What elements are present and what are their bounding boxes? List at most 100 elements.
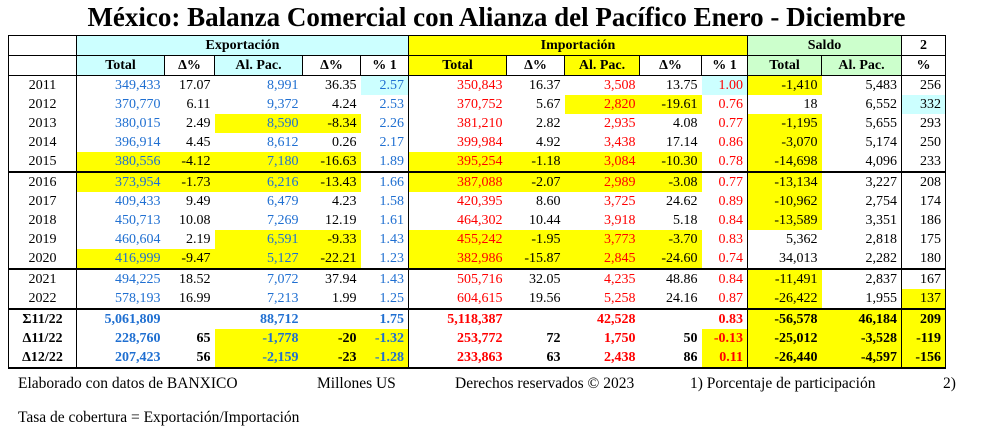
table-cell: 0.86	[718, 134, 744, 150]
footer-source: Elaborado con datos de BANXICO	[18, 375, 238, 392]
table-cell: 50	[683, 330, 698, 346]
table-cell: -14,698	[747, 152, 822, 172]
table-cell: 5,655	[865, 115, 898, 131]
table-cell: 8.60	[536, 193, 561, 209]
table-cell: -3.08	[639, 171, 702, 192]
table-cell: 88,712	[214, 308, 303, 329]
row-label: 2015	[8, 152, 77, 172]
table-cell: 1,955	[865, 290, 898, 306]
table-cell: -3,528	[821, 329, 902, 348]
table-cell: 450,713	[76, 211, 165, 230]
table-cell: 6,591	[214, 230, 303, 249]
table-cell: 10.08	[179, 212, 211, 228]
table-cell: 7,180	[214, 152, 303, 172]
table-cell: 18	[747, 95, 822, 114]
table-cell: -8.34	[302, 114, 361, 133]
table-cell: -16.63	[302, 152, 361, 172]
table-cell: 1.00	[701, 75, 748, 95]
table-cell: 350,843	[408, 75, 507, 95]
table-cell: -1,410	[747, 75, 822, 95]
table-cell: 2,845	[564, 249, 640, 269]
table-cell: 460,604	[76, 230, 165, 249]
table-cell: 24.16	[666, 290, 698, 306]
row-label: 2022	[8, 289, 77, 309]
sub-imp-delta: Δ%	[506, 55, 565, 76]
table-cell: -19.61	[639, 95, 702, 114]
table-cell: 0.83	[718, 231, 744, 247]
table-cell: 6.11	[186, 96, 211, 112]
table-cell: -119	[901, 329, 946, 348]
table-cell: 4.08	[673, 115, 698, 131]
table-cell: 19.56	[529, 290, 561, 306]
table-cell: 3,508	[604, 77, 636, 93]
table-cell: 8,991	[267, 77, 299, 93]
table-cell: 253,772	[408, 329, 507, 348]
table-cell: -1.32	[360, 329, 409, 348]
table-row: Δ11/22 228,760 65 -1,778 -20 -1.32 253,772 72 1,…	[8, 329, 946, 348]
table-cell: 5,258	[604, 290, 636, 306]
table-cell: 2.82	[536, 115, 561, 131]
table-cell: 18.52	[164, 268, 215, 289]
table-cell: -25,012	[747, 329, 822, 348]
table-cell: -1.28	[360, 348, 409, 369]
table-cell: 3,084	[564, 152, 640, 172]
table-row: 2018 450,713 10.08 7,269 12.19 1.61 464,302 10.…	[8, 211, 946, 230]
footer-rights: Derechos reservados © 2023	[455, 375, 635, 392]
table-row: 2017 409,433 9.49 6,479 4.23 1.58 420,395 8.60 3…	[8, 192, 946, 211]
table-cell: -9.33	[302, 230, 361, 249]
table-cell: 72	[546, 330, 561, 346]
table-cell: 63	[506, 348, 565, 369]
table-cell: 349,433	[76, 75, 165, 95]
table-cell: 2.49	[186, 115, 211, 131]
table-cell: 7,213	[267, 290, 299, 306]
table-cell: 137	[901, 289, 946, 309]
table-cell: -22.21	[302, 249, 361, 269]
table-cell: -56,578	[747, 308, 822, 329]
table-cell: 6,479	[267, 193, 299, 209]
table-cell: 293	[901, 114, 946, 133]
table-cell: 207,423	[76, 348, 165, 369]
table-cell: -1.73	[164, 171, 215, 192]
table-cell: 10.44	[529, 212, 561, 228]
table-cell: -26,440	[747, 348, 822, 369]
table-row: 2011 349,433 17.07 8,991 36.35 2.57 350,843 16.…	[8, 75, 946, 95]
row-label: 2021	[8, 268, 77, 289]
table-cell: 0.76	[718, 96, 744, 112]
table-cell	[506, 308, 565, 329]
table-cell: 0.83	[701, 308, 748, 329]
table-cell	[639, 308, 702, 329]
trade-balance-table: Exportación Importación Saldo 2 Total Δ%…	[8, 35, 946, 369]
table-cell: 1.89	[379, 153, 405, 169]
table-cell: -2.07	[506, 171, 565, 192]
table-cell: 2.17	[379, 134, 405, 150]
sub-exp-alpac: Al. Pac.	[214, 55, 303, 76]
table-cell: 382,986	[408, 249, 507, 269]
group-exportacion: Exportación	[76, 35, 409, 56]
table-cell: 0.11	[701, 348, 748, 369]
group-header-row: Exportación Importación Saldo 2	[8, 35, 946, 56]
table-cell: 256	[901, 75, 946, 95]
table-cell: 5,118,387	[408, 308, 507, 329]
table-row: 2016 373,954 -1.73 6,216 -13.43 1.66 387,088 -2…	[8, 171, 946, 192]
group-saldo: Saldo	[747, 35, 902, 56]
table-cell: 5.18	[673, 212, 698, 228]
table-cell: 4.24	[332, 96, 357, 112]
table-row: 2021 494,225 18.52 7,072 37.94 1.43 505,716 32.…	[8, 268, 946, 289]
table-cell: 1.58	[379, 193, 405, 209]
table-cell: 0.74	[718, 250, 744, 266]
table-cell: 2,989	[564, 171, 640, 192]
table-cell: 0.84	[701, 268, 748, 289]
table-cell: 17.07	[179, 77, 211, 93]
table-cell: -1.18	[506, 152, 565, 172]
table-cell: -13,589	[747, 211, 822, 230]
footer-note1: 1) Porcentaje de participación	[690, 375, 876, 392]
table-cell: -10,962	[747, 192, 822, 211]
table-cell: 8,590	[214, 114, 303, 133]
table-row: 2019 460,604 2.19 6,591 -9.33 1.43 455,242 -1.9…	[8, 230, 946, 249]
table-cell: -13,134	[747, 171, 822, 192]
table-cell: 381,210	[408, 114, 507, 133]
table-cell: 8,612	[267, 134, 299, 150]
row-label: 2014	[8, 133, 77, 152]
table-row: 2012 370,770 6.11 9,372 4.24 2.53 370,752 5.67 2…	[8, 95, 946, 114]
table-cell: 1.25	[379, 290, 405, 306]
